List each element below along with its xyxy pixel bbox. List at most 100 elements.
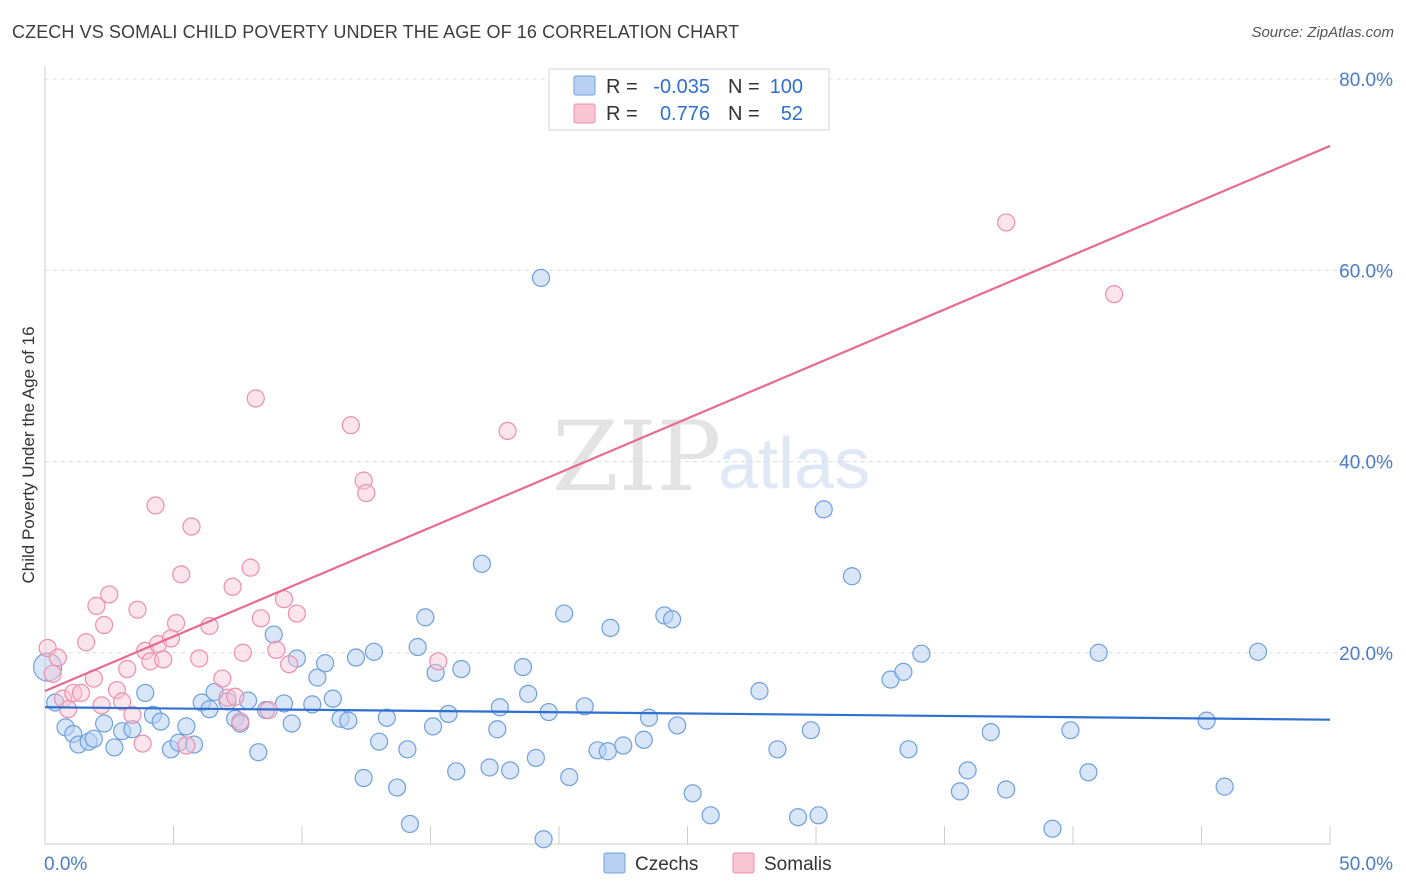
legend-somali-n-value: 52 bbox=[781, 103, 803, 125]
somali-point bbox=[287, 604, 306, 623]
bottom-legend-czech-swatch bbox=[603, 852, 626, 874]
legend-czech-n-value: 100 bbox=[770, 76, 803, 98]
grid-lines bbox=[45, 78, 1392, 654]
czech-point bbox=[480, 758, 499, 777]
czech-point bbox=[1043, 819, 1062, 838]
czech-point bbox=[768, 740, 787, 759]
czech-point bbox=[447, 762, 466, 781]
legend-somali-swatch bbox=[573, 103, 596, 124]
czech-point bbox=[249, 743, 268, 762]
czech-point bbox=[84, 729, 103, 748]
czech-point bbox=[950, 782, 970, 801]
czech-point bbox=[575, 697, 594, 716]
czech-point bbox=[472, 554, 491, 573]
czech-point bbox=[1089, 643, 1108, 662]
somali-point bbox=[200, 616, 219, 636]
legend-somali-r-value: 0.776 bbox=[660, 103, 710, 125]
somali-point bbox=[233, 643, 252, 662]
somali-point bbox=[1105, 285, 1124, 304]
czech-point bbox=[400, 814, 420, 834]
somali-point bbox=[166, 614, 186, 633]
czech-trendline bbox=[44, 706, 1331, 721]
czech-point bbox=[531, 268, 551, 287]
somali-point bbox=[112, 692, 132, 711]
czech-point bbox=[184, 735, 204, 754]
somali-point bbox=[154, 650, 173, 669]
legend-box: R = -0.035 N = 100 R = 0.776 N = 52 bbox=[548, 68, 830, 131]
czech-point bbox=[1079, 763, 1098, 782]
y-tick-label: 60.0% bbox=[1339, 261, 1393, 282]
czech-point bbox=[958, 761, 977, 780]
trendlines bbox=[44, 144, 1331, 721]
czech-point bbox=[1197, 711, 1216, 730]
somali-point bbox=[997, 213, 1016, 232]
czech-point bbox=[364, 642, 384, 661]
czech-point bbox=[346, 648, 366, 667]
czech-point bbox=[555, 604, 574, 623]
legend-czech-swatch bbox=[573, 75, 596, 96]
czech-point bbox=[387, 778, 407, 797]
czech-point bbox=[598, 742, 617, 761]
somali-point bbox=[190, 649, 209, 668]
czech-point bbox=[282, 714, 301, 733]
somali-point bbox=[172, 565, 191, 584]
czech-point bbox=[683, 784, 702, 803]
somali-point bbox=[95, 615, 114, 635]
czech-point bbox=[912, 644, 931, 663]
czech-point bbox=[303, 695, 322, 714]
somali-point bbox=[133, 734, 152, 753]
czech-point bbox=[788, 808, 808, 827]
czech-point bbox=[701, 806, 720, 825]
axis-ticks: 20.0% 40.0% 60.0% 80.0% 0.0% 50.0% bbox=[44, 70, 1393, 875]
czech-point bbox=[452, 659, 471, 679]
czech-points bbox=[32, 268, 1268, 849]
somali-point bbox=[128, 600, 147, 619]
somali-point bbox=[498, 421, 517, 440]
somali-point bbox=[280, 655, 299, 674]
czech-point bbox=[981, 723, 1000, 742]
czech-point bbox=[750, 681, 769, 701]
somali-point bbox=[182, 517, 201, 536]
czech-point bbox=[513, 657, 533, 677]
legend-czech-r-label: R = bbox=[606, 76, 638, 98]
x-tick-label-min: 0.0% bbox=[44, 854, 87, 875]
czech-point bbox=[439, 704, 458, 724]
czech-point bbox=[95, 714, 114, 733]
czech-point bbox=[274, 694, 294, 713]
czech-point bbox=[426, 663, 445, 682]
bottom-legend-czech-label: Czechs bbox=[635, 854, 698, 875]
czech-point bbox=[490, 698, 509, 717]
czech-point bbox=[316, 654, 335, 673]
legend-czech-n-label: N = bbox=[728, 76, 760, 98]
czech-point bbox=[323, 689, 342, 708]
somali-point bbox=[118, 659, 137, 679]
czech-point bbox=[560, 767, 579, 787]
czech-point bbox=[899, 740, 918, 759]
czech-point bbox=[339, 711, 358, 730]
somali-point bbox=[146, 496, 165, 515]
somali-point bbox=[429, 652, 448, 671]
czech-point bbox=[123, 720, 142, 739]
czech-point bbox=[501, 761, 520, 780]
somali-point bbox=[177, 736, 196, 755]
czech-point bbox=[801, 721, 820, 740]
somali-point bbox=[357, 483, 376, 503]
czech-point bbox=[408, 637, 427, 657]
czech-point bbox=[814, 500, 833, 519]
czech-point bbox=[842, 567, 862, 586]
somali-trendline bbox=[44, 144, 1331, 693]
czech-point bbox=[370, 732, 389, 751]
somali-point bbox=[241, 558, 260, 577]
watermark-zip: ZIP bbox=[552, 401, 721, 513]
czech-point bbox=[668, 716, 687, 735]
legend-frame bbox=[548, 68, 830, 131]
chart-title: CZECH VS SOMALI CHILD POVERTY UNDER THE … bbox=[12, 22, 740, 42]
czech-point bbox=[1215, 777, 1234, 796]
somali-point bbox=[251, 609, 270, 628]
czech-point bbox=[264, 625, 283, 644]
somali-points bbox=[38, 213, 1124, 755]
somali-point bbox=[59, 700, 78, 719]
czech-point bbox=[662, 610, 682, 629]
czech-point bbox=[354, 768, 373, 788]
czech-point bbox=[488, 720, 507, 739]
